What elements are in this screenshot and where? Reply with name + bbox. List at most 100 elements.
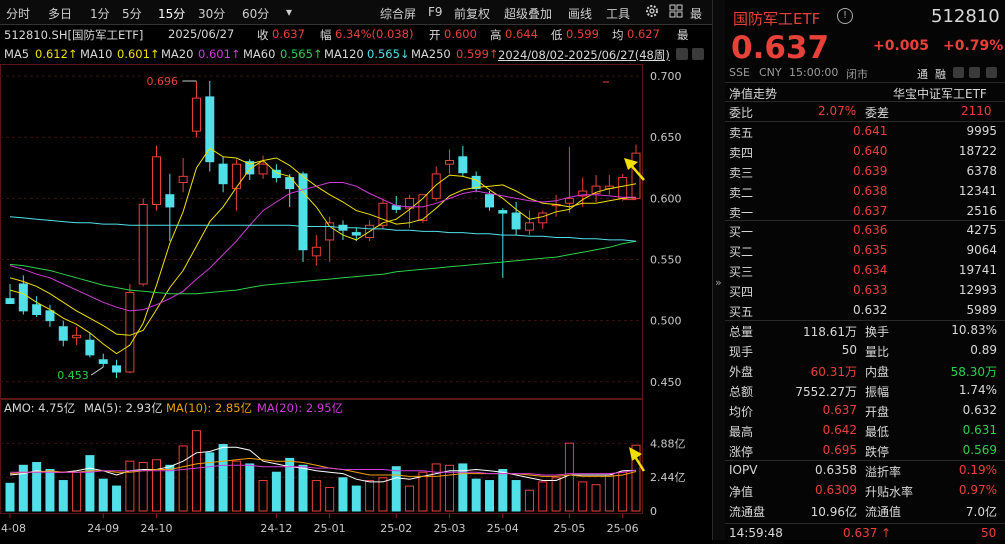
candle[interactable] bbox=[591, 185, 601, 194]
bid-row[interactable]: 买三 0.634 19741 bbox=[725, 261, 1005, 281]
volume-bar[interactable] bbox=[378, 477, 388, 512]
volume-bar[interactable] bbox=[271, 471, 281, 512]
volume-bar[interactable] bbox=[72, 471, 82, 512]
volume-bar[interactable] bbox=[298, 464, 308, 512]
candle[interactable] bbox=[378, 202, 388, 226]
candle[interactable] bbox=[58, 326, 68, 341]
last-label[interactable]: 最 bbox=[690, 7, 703, 21]
ask-row[interactable]: 卖五 0.641 9995 bbox=[725, 122, 1005, 142]
volume-bar[interactable] bbox=[165, 464, 175, 512]
tool-item[interactable]: 画线 bbox=[568, 7, 593, 21]
candle[interactable] bbox=[165, 194, 175, 208]
candle[interactable] bbox=[405, 197, 415, 209]
volume-bar[interactable] bbox=[58, 480, 68, 512]
volume-bar[interactable] bbox=[218, 444, 228, 512]
volume-bar[interactable] bbox=[391, 466, 401, 512]
period-tab[interactable]: 多日 bbox=[48, 7, 73, 21]
candle[interactable] bbox=[258, 163, 268, 175]
volume-bar[interactable] bbox=[138, 462, 148, 512]
date-range[interactable]: 2024/08/02-2025/06/27(48周) bbox=[498, 48, 670, 62]
volume-bar[interactable] bbox=[551, 477, 561, 512]
candle[interactable] bbox=[218, 163, 228, 185]
candle[interactable] bbox=[618, 177, 628, 199]
volume-bar[interactable] bbox=[191, 430, 201, 512]
candle[interactable] bbox=[98, 359, 108, 364]
candle[interactable] bbox=[18, 283, 28, 312]
ask-row[interactable]: 卖二 0.638 12341 bbox=[725, 182, 1005, 202]
volume-bar[interactable] bbox=[178, 445, 188, 512]
period-tab[interactable]: 60分 bbox=[242, 7, 270, 21]
volume-bar[interactable] bbox=[484, 480, 494, 512]
candle[interactable] bbox=[85, 339, 95, 356]
candle[interactable] bbox=[245, 161, 255, 175]
tool-item[interactable]: F9 bbox=[428, 5, 443, 19]
tool-item[interactable]: 综合屏 bbox=[380, 7, 417, 21]
candle[interactable] bbox=[524, 222, 534, 231]
expand-icon[interactable]: » bbox=[715, 276, 722, 289]
candle[interactable] bbox=[311, 246, 321, 257]
volume-bar[interactable] bbox=[5, 482, 15, 512]
period-tab[interactable]: 15分 bbox=[158, 7, 186, 21]
volume-bar[interactable] bbox=[351, 485, 361, 512]
tool-item[interactable]: 超级叠加 bbox=[504, 7, 553, 21]
bid-row[interactable]: 买一 0.636 4275 bbox=[725, 221, 1005, 241]
volume-bar[interactable] bbox=[32, 462, 42, 512]
candle[interactable] bbox=[125, 292, 135, 373]
volume-bar[interactable] bbox=[205, 452, 215, 512]
candle[interactable] bbox=[178, 175, 188, 183]
candle[interactable] bbox=[72, 334, 82, 339]
volume-bar[interactable] bbox=[564, 442, 574, 512]
period-tab[interactable]: 5分 bbox=[122, 7, 142, 21]
candle[interactable] bbox=[152, 156, 162, 205]
volume-bar[interactable] bbox=[112, 485, 122, 512]
volume-bar[interactable] bbox=[445, 464, 455, 512]
edit-icon-3[interactable] bbox=[986, 67, 997, 78]
candle[interactable] bbox=[285, 177, 295, 190]
volume-bar[interactable] bbox=[631, 444, 641, 512]
info-icon[interactable]: ! bbox=[837, 8, 853, 24]
volume-bar[interactable] bbox=[431, 463, 441, 512]
period-dropdown-icon[interactable]: ▾ bbox=[286, 5, 293, 19]
candle[interactable] bbox=[511, 212, 521, 230]
candle[interactable] bbox=[191, 97, 201, 132]
volume-bar[interactable] bbox=[618, 471, 628, 512]
candle[interactable] bbox=[351, 232, 361, 236]
edit-icon[interactable] bbox=[953, 67, 964, 78]
candle[interactable] bbox=[458, 156, 468, 174]
price-chart[interactable]: 0.700 0.650 0.600 0.550 0.500 0.450 0.696 0.453 bbox=[0, 64, 712, 399]
grid-icon[interactable] bbox=[668, 3, 684, 22]
chart-settings-icon[interactable] bbox=[692, 48, 704, 60]
volume-bar[interactable] bbox=[85, 455, 95, 512]
candle[interactable] bbox=[418, 194, 428, 221]
volume-bar[interactable] bbox=[458, 463, 468, 512]
candle[interactable] bbox=[32, 304, 42, 316]
volume-bar[interactable] bbox=[152, 459, 162, 512]
candle[interactable] bbox=[498, 210, 508, 214]
edit-icon-2[interactable] bbox=[969, 67, 980, 78]
bid-row[interactable]: 买二 0.635 9064 bbox=[725, 241, 1005, 261]
period-tab[interactable]: 30分 bbox=[198, 7, 226, 21]
period-tab[interactable]: 分时 bbox=[6, 7, 31, 21]
volume-bar[interactable] bbox=[45, 468, 55, 512]
candle[interactable] bbox=[45, 310, 55, 322]
candle[interactable] bbox=[298, 173, 308, 251]
candle[interactable] bbox=[112, 365, 122, 373]
volume-bar[interactable] bbox=[578, 481, 588, 512]
volume-bar[interactable] bbox=[471, 478, 481, 512]
tool-item[interactable]: 前复权 bbox=[454, 7, 491, 21]
volume-bar[interactable] bbox=[18, 464, 28, 512]
volume-bar[interactable] bbox=[125, 460, 135, 512]
volume-bar[interactable] bbox=[338, 477, 348, 512]
volume-bar[interactable] bbox=[511, 480, 521, 512]
volume-bar[interactable] bbox=[498, 468, 508, 512]
volume-bar[interactable] bbox=[231, 460, 241, 512]
candle[interactable] bbox=[484, 194, 494, 208]
tool-item[interactable]: 工具 bbox=[606, 7, 631, 21]
volume-chart[interactable]: AMO: 4.75亿 MA(5): 2.93亿 MA(10): 2.85亿 MA(20… bbox=[0, 399, 712, 540]
volume-bar[interactable] bbox=[524, 489, 534, 512]
nav-trend-tab[interactable]: 净值走势 bbox=[729, 87, 778, 101]
candle[interactable] bbox=[138, 203, 148, 285]
candle[interactable] bbox=[564, 197, 574, 204]
candle[interactable] bbox=[538, 212, 548, 224]
gear-icon[interactable] bbox=[644, 3, 660, 22]
